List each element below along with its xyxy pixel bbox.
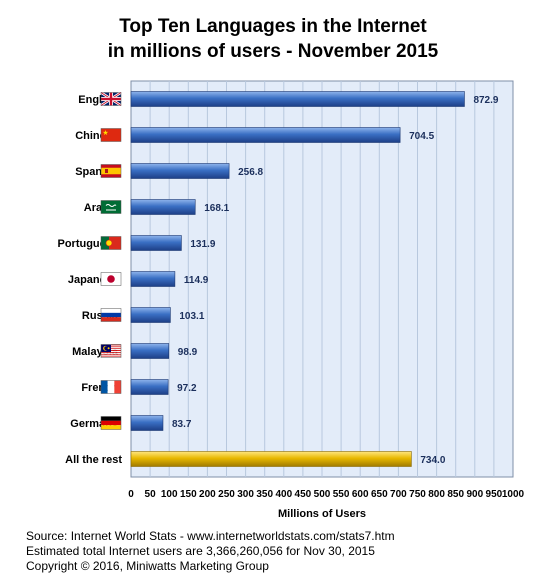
bar [130, 451, 412, 467]
bars: 872.9English704.5Chinese★256.8Spanish168… [57, 91, 499, 467]
germany-flag-icon [100, 416, 122, 430]
x-tick-label: 750 [409, 489, 426, 500]
x-tick-label: 100 [161, 489, 178, 500]
saudi-arabia-flag-icon [100, 200, 122, 214]
x-tick-label: 0 [128, 489, 134, 500]
value-label: 83.7 [172, 419, 192, 430]
value-label: 131.9 [190, 239, 215, 250]
x-tick-label: 700 [390, 489, 407, 500]
bar [130, 307, 171, 323]
value-label: 114.9 [184, 275, 209, 286]
value-label: 98.9 [178, 347, 198, 358]
value-label: 704.5 [409, 131, 434, 142]
x-tick-label: 200 [199, 489, 216, 500]
x-tick-label: 950 [486, 489, 503, 500]
x-tick-label: 450 [295, 489, 312, 500]
x-tick-label: 500 [314, 489, 331, 500]
x-tick-label: 350 [256, 489, 273, 500]
bar [130, 415, 164, 431]
x-tick-label: 900 [466, 489, 483, 500]
x-tick-label: 850 [447, 489, 464, 500]
value-label: 97.2 [177, 383, 197, 394]
category-label: All the rest [65, 454, 122, 466]
portugal-flag-icon [100, 236, 122, 250]
france-flag-icon [100, 380, 122, 394]
value-label: 256.8 [238, 167, 263, 178]
japan-flag-icon [100, 272, 122, 286]
bar [130, 379, 169, 395]
bar [130, 91, 465, 107]
x-tick-label: 250 [218, 489, 235, 500]
bar [130, 271, 176, 287]
malaysia-flag-icon [100, 344, 122, 358]
bar [130, 199, 196, 215]
spain-flag-icon [100, 164, 122, 178]
x-tick-label: 600 [352, 489, 369, 500]
bar [130, 163, 230, 179]
x-tick-label: 550 [333, 489, 350, 500]
x-tick-label: 400 [275, 489, 292, 500]
uk-flag-icon [100, 91, 122, 107]
svg-text:★: ★ [102, 129, 108, 137]
bar [130, 235, 182, 251]
x-tick-label: 50 [145, 489, 157, 500]
bar [130, 127, 401, 143]
value-label: 168.1 [204, 203, 229, 214]
x-tick-label: 800 [428, 489, 445, 500]
bar [130, 343, 170, 359]
grid-lines [149, 81, 495, 477]
x-tick-label: 300 [237, 489, 254, 500]
x-axis-label: Millions of Users [278, 508, 366, 520]
copyright-note: Copyright © 2016, Miniwatts Marketing Gr… [26, 559, 269, 573]
x-tick-label: 150 [180, 489, 197, 500]
x-tick-label: 1000 [502, 489, 525, 500]
chart-subtitle: in millions of users - November 2015 [107, 41, 439, 62]
value-label: 872.9 [473, 95, 498, 106]
russia-flag-icon [100, 308, 122, 322]
value-label: 734.0 [420, 455, 445, 466]
source-note: Source: Internet World Stats - www.inter… [26, 529, 395, 543]
total-users-note: Estimated total Internet users are 3,366… [26, 544, 375, 558]
chart-title: Top Ten Languages in the Internet [119, 16, 427, 37]
x-tick-labels: 0 50 100 150 200 250 300 350 400 450 500 550 600 650 7… [128, 489, 524, 500]
value-label: 103.1 [179, 311, 204, 322]
china-flag-icon: ★ [100, 128, 122, 142]
chart-title-block: Top Ten Languages in the Internet in mil… [0, 14, 546, 64]
x-tick-label: 650 [371, 489, 388, 500]
